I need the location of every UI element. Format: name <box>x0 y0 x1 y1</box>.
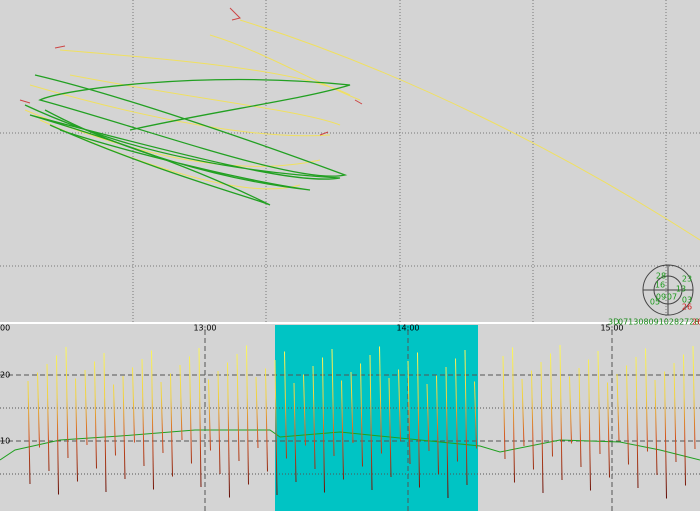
selection[interactable] <box>275 325 478 511</box>
speed-spike <box>341 380 344 480</box>
satellite-label: 28 <box>656 272 666 281</box>
speed-spike <box>455 358 458 462</box>
speed-spike <box>531 370 534 470</box>
speed-spike <box>550 353 553 457</box>
speed-spike <box>94 361 97 469</box>
speed-spike <box>122 375 126 480</box>
speed-spike <box>645 348 648 452</box>
time-label: 13:00 <box>193 324 216 333</box>
speed-spike <box>46 363 50 472</box>
speed-spike <box>331 348 335 457</box>
speed-spike <box>141 358 145 467</box>
speed-spike <box>217 370 221 475</box>
track-green <box>24 74 351 206</box>
speed-spike <box>236 353 240 462</box>
satellite-label: 23 <box>682 275 692 284</box>
speed-spike <box>388 377 392 478</box>
speed-spike <box>37 372 40 448</box>
speed-spike <box>84 369 88 446</box>
speed-spike <box>588 359 591 491</box>
speed-spike <box>569 376 572 444</box>
speed-spike <box>597 350 601 455</box>
speed-spike <box>350 371 354 444</box>
skyplot <box>642 264 694 316</box>
speed-spike <box>198 347 202 488</box>
speed-spike <box>208 379 211 451</box>
speed-spike <box>303 374 306 446</box>
speed-spike <box>436 375 439 475</box>
speed-spike <box>65 346 69 459</box>
satellite-label: 07 <box>667 293 677 302</box>
speed-spike <box>151 350 154 490</box>
speed-spike <box>626 365 629 465</box>
speed-spike <box>132 367 135 443</box>
speed-spike <box>170 373 173 477</box>
speed-spike <box>426 383 430 452</box>
speed-spike <box>284 351 287 459</box>
speed-spike <box>502 355 506 460</box>
speed-spike <box>664 371 667 499</box>
track-ends <box>19 7 363 136</box>
speed-spike <box>103 352 107 493</box>
y-label: 10 <box>0 437 10 446</box>
satellite-label: 05 <box>650 298 660 307</box>
speed-spike <box>417 352 420 488</box>
speed-spike <box>265 368 268 472</box>
satellite-label: 16 <box>655 281 665 290</box>
speed-trace <box>27 344 696 499</box>
speed-spike <box>113 384 116 456</box>
speed-spike <box>607 382 610 478</box>
speed-spike <box>654 379 658 476</box>
satellite-strip-warn: 26 <box>692 318 700 327</box>
y-label: 00 <box>0 324 10 333</box>
satellite-label: 13 <box>676 285 686 294</box>
satellite-label: 09 <box>656 293 666 302</box>
speed-spike <box>322 357 325 493</box>
speed-spike <box>616 373 620 442</box>
speed-spike <box>293 382 297 483</box>
speed-spike <box>512 347 515 483</box>
speed-spike <box>398 369 401 441</box>
speed-spike <box>379 346 382 454</box>
speed-spike <box>75 378 78 482</box>
map-panel[interactable] <box>0 0 700 322</box>
speed-spike <box>521 378 525 447</box>
speed-spike <box>474 381 477 449</box>
speed-spike <box>578 367 582 468</box>
speed-spike <box>540 361 544 494</box>
satellite-label: 26 <box>682 303 692 312</box>
speed-spike <box>255 376 259 449</box>
speed-spike <box>27 380 31 485</box>
speed-spike <box>246 345 249 485</box>
speed-spike <box>673 362 677 463</box>
speed-spike <box>559 344 563 481</box>
fix-mode: 3D <box>608 318 619 327</box>
speed-spike <box>369 354 373 491</box>
speed-spike <box>274 359 278 496</box>
speed-spike <box>227 362 230 498</box>
speed-spike <box>160 381 164 454</box>
speed-spike <box>464 349 468 486</box>
speed-spike <box>312 365 316 470</box>
speed-spike <box>360 363 363 467</box>
speed-spike <box>445 366 449 499</box>
speed-spike <box>407 360 411 465</box>
speed-spike <box>635 356 639 489</box>
speed-spike <box>692 345 696 450</box>
speed-spike <box>683 354 686 486</box>
speed-spike <box>189 356 192 464</box>
satellite-strip: 0713080910282728190322 <box>618 318 700 327</box>
satellite-label: 03 <box>682 296 692 305</box>
y-label: 20 <box>0 371 10 380</box>
timeline-grid <box>0 330 700 511</box>
speed-spike <box>179 364 183 441</box>
time-label: 15:00 <box>600 324 623 333</box>
speed-spike <box>56 355 59 495</box>
time-label: 14:00 <box>396 324 419 333</box>
